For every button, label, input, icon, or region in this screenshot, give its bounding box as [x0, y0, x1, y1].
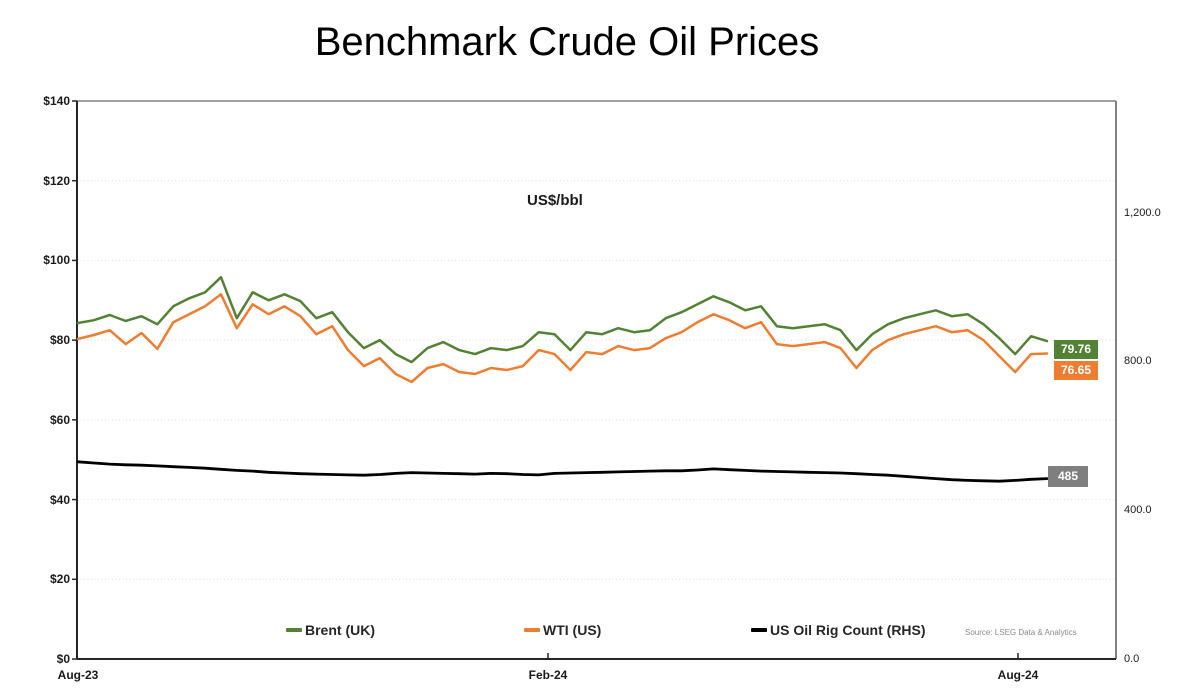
left-axis-tick-label: $40 — [49, 492, 70, 507]
left-axis-tick-label: $0 — [56, 652, 70, 666]
left-axis-tick-label: $120 — [43, 173, 70, 188]
legend-item-wti: WTI (US) — [524, 622, 601, 638]
legend-label-rig-count: US Oil Rig Count (RHS) — [770, 622, 926, 638]
plot-borders — [76, 100, 1117, 660]
chart-title: Benchmark Crude Oil Prices — [314, 20, 820, 64]
x-axis-tick-label: Aug-23 — [57, 668, 99, 682]
legend-label-wti: WTI (US) — [543, 622, 602, 638]
brent-line-swatch-icon — [286, 628, 302, 632]
rig-count-value-badge: 485 — [1048, 466, 1089, 487]
left-axis-tick-label: $140 — [43, 94, 70, 108]
left-axis-tick-label: $20 — [49, 572, 70, 587]
brent-value-badge: 79.76 — [1054, 340, 1099, 359]
right-axis-tick-label: 400.0 — [1124, 504, 1152, 517]
right-axis-tick-label: 800.0 — [1124, 355, 1152, 368]
left-axis-tick-label: $60 — [49, 412, 70, 427]
series-line-wti — [76, 293, 1049, 384]
x-axis-tick-label: Aug-24 — [997, 668, 1039, 682]
series-lines — [76, 275, 1049, 483]
gridlines — [77, 180, 1116, 580]
right-axis-tick-label: 0.0 — [1124, 653, 1140, 665]
wti-value-badge: 76.65 — [1054, 361, 1099, 380]
left-axis-tick-label: $100 — [43, 253, 70, 268]
series-line-brent — [76, 275, 1049, 364]
legend-item-rig-count: US Oil Rig Count (RHS) — [751, 622, 926, 638]
legend-label-brent: Brent (UK) — [305, 622, 375, 638]
source-credit: Source: LSEG Data & Analytics — [965, 628, 1077, 637]
right-axis-tick-label: 1,200.0 — [1124, 206, 1161, 219]
rig-count-line-swatch-icon — [751, 628, 767, 632]
axis-tick-marks — [72, 100, 1019, 660]
unit-annotation: US$/bbl — [527, 192, 583, 209]
left-axis-tick-label: $80 — [49, 333, 70, 348]
series-line-rig-count — [76, 460, 1049, 483]
legend-item-brent: Brent (UK) — [286, 622, 375, 638]
x-axis-tick-label: Feb-24 — [528, 668, 568, 682]
wti-line-swatch-icon — [524, 628, 540, 632]
